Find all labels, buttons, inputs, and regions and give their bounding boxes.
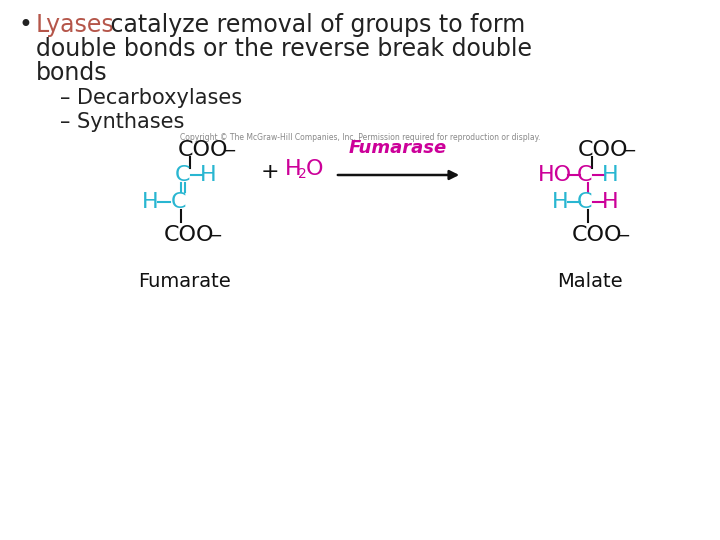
- Text: H: H: [142, 192, 158, 212]
- Text: COO: COO: [578, 140, 629, 160]
- Text: – Synthases: – Synthases: [60, 112, 184, 132]
- Text: COO: COO: [164, 225, 215, 245]
- Text: 2: 2: [298, 167, 307, 181]
- Text: +: +: [261, 162, 279, 182]
- Text: C: C: [577, 165, 593, 185]
- Text: bonds: bonds: [36, 61, 107, 85]
- Text: •: •: [18, 13, 32, 37]
- Text: H: H: [602, 165, 618, 185]
- Text: Lyases: Lyases: [36, 13, 114, 37]
- Text: C: C: [175, 165, 191, 185]
- Text: H: H: [552, 192, 568, 212]
- Text: C: C: [577, 192, 593, 212]
- Text: COO: COO: [572, 225, 623, 245]
- Text: −: −: [208, 227, 222, 245]
- Text: O: O: [306, 159, 323, 179]
- Text: −: −: [622, 142, 636, 160]
- Text: COO: COO: [178, 140, 228, 160]
- Text: H: H: [285, 159, 302, 179]
- Text: H: H: [602, 192, 618, 212]
- Text: Malate: Malate: [557, 272, 623, 291]
- Text: – Decarboxylases: – Decarboxylases: [60, 88, 242, 108]
- Text: −: −: [222, 142, 236, 160]
- Text: double bonds or the reverse break double: double bonds or the reverse break double: [36, 37, 532, 61]
- Text: Copyright © The McGraw-Hill Companies, Inc. Permission required for reproduction: Copyright © The McGraw-Hill Companies, I…: [180, 133, 540, 142]
- Text: −: −: [616, 227, 630, 245]
- Text: Fumarate: Fumarate: [139, 272, 231, 291]
- Text: HO: HO: [538, 165, 572, 185]
- Text: H: H: [199, 165, 216, 185]
- Text: catalyze removal of groups to form: catalyze removal of groups to form: [103, 13, 526, 37]
- Text: Fumarase: Fumarase: [349, 139, 447, 157]
- Text: C: C: [170, 192, 186, 212]
